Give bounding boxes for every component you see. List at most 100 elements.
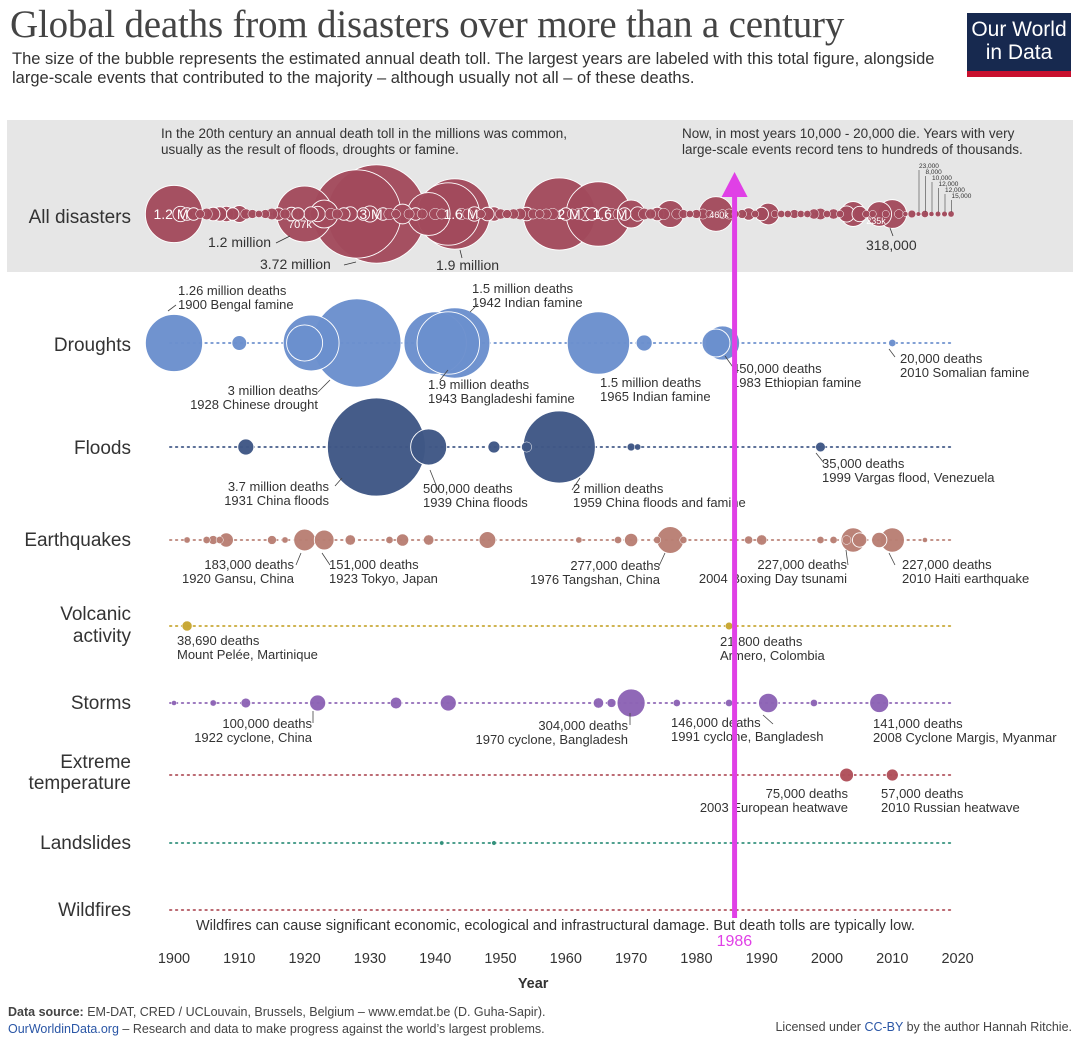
bubble-floods-1954	[521, 441, 532, 453]
bubble-all-disasters-2018	[941, 210, 948, 218]
row-label-landslides: Landslides	[40, 833, 131, 854]
annotation-leader	[845, 549, 849, 566]
bubble-earthquakes-1935	[395, 533, 410, 547]
year-marker: 1986	[717, 172, 753, 950]
bubble-all-disasters-1994	[783, 210, 792, 218]
note-right-line1: Now, in most years 10,000 - 20,000 die. …	[682, 126, 1015, 141]
bubble-earthquakes-1970	[623, 532, 639, 548]
bubble-all-disasters-2016	[928, 211, 935, 217]
bubble-all-disasters-2012	[902, 211, 909, 217]
storm-annotation-value: 304,000 deaths	[538, 718, 628, 733]
bubble-floods-1959	[522, 410, 596, 484]
license-prefix: Licensed under	[775, 1020, 861, 1034]
bubble-label: 1.6 M	[592, 206, 627, 222]
drought-annotation-value: 450,000 deaths	[732, 361, 822, 376]
bubble-all-disasters-2015	[921, 210, 929, 218]
x-tick-label: 1910	[223, 951, 255, 967]
bubble-landslides-1949	[491, 840, 497, 846]
annotation-leader	[321, 552, 331, 566]
bubble-all-disasters-1989	[751, 210, 760, 218]
x-tick-label: 1940	[419, 951, 451, 967]
bubble-label: 1.2 M	[153, 206, 188, 222]
annotation-leader	[888, 552, 896, 566]
bubble-earthquakes-1907	[215, 536, 224, 544]
annotation-leader	[334, 477, 343, 487]
bubble-storms-1991	[758, 692, 779, 714]
bubble-storms-1967	[606, 698, 617, 708]
annotation-leader	[295, 552, 302, 566]
owid-logo[interactable]: Our World in Data	[967, 13, 1071, 77]
drought-annotation-event: 1900 Bengal famine	[178, 297, 294, 312]
flood-annotation-event: 1959 China floods and famine	[573, 495, 746, 510]
bubble-droughts-1910	[231, 335, 248, 351]
marker-label: 1986	[717, 933, 753, 950]
bubble-all-disasters-1951	[502, 209, 512, 219]
bubble-storms-1911	[240, 697, 251, 709]
bubble-label: 1.2 million	[208, 234, 271, 250]
bubble-earthquakes-1902	[183, 536, 191, 544]
row-label-extreme-temperature: Extreme	[60, 752, 131, 773]
x-tick-label: 2000	[811, 951, 843, 967]
bubble-earthquakes-2001	[829, 536, 838, 544]
license-link[interactable]: CC-BY	[864, 1020, 904, 1034]
earthquake-annotation-value: 227,000 deaths	[757, 557, 847, 572]
row-label-earthquakes: Earthquakes	[24, 530, 131, 551]
bubble-storms-1900	[171, 700, 177, 706]
bubble-label: 707k	[288, 219, 312, 231]
bubble-all-disasters-1984	[717, 209, 728, 219]
bubble-label: 318,000	[866, 237, 917, 253]
bubble-label: 1.9 million	[436, 257, 499, 273]
earthquake-annotation-event: 2004 Boxing Day tsunami	[699, 571, 847, 586]
bubble-storms-1934	[390, 697, 402, 709]
bubble-earthquakes-1920	[293, 528, 316, 552]
bubble-all-disasters-2009	[881, 210, 890, 218]
bubble-all-disasters-2019	[947, 210, 955, 218]
source-label: Data source:	[8, 1005, 84, 1019]
recent-value-label: 10,000	[932, 175, 952, 182]
bubble-earthquakes-1915	[267, 535, 277, 545]
bubble-droughts-2010	[888, 339, 897, 347]
x-tick-label: 1950	[484, 951, 516, 967]
drought-annotation-value: 1.9 million deaths	[428, 377, 530, 392]
annotation-leader	[762, 714, 774, 725]
row-label-droughts: Droughts	[54, 335, 131, 356]
row-label-storms: Storms	[71, 693, 131, 714]
drought-annotation-value: 1.5 million deaths	[472, 281, 574, 296]
x-tick-label: 1970	[615, 951, 647, 967]
marker-arrowhead	[721, 172, 748, 197]
bubble-earthquakes-1974	[653, 536, 662, 544]
leader-line	[889, 227, 894, 237]
recent-value-label: 23,000	[919, 163, 939, 170]
bubble-label: 460k	[709, 210, 729, 220]
row-label-all-disasters: All disasters	[29, 207, 131, 228]
recent-value-label: 12,000	[939, 181, 959, 188]
bubble-all-disasters-1919	[291, 207, 305, 221]
bubble-earthquakes-1933	[385, 536, 394, 544]
bubble-group	[144, 164, 955, 846]
temperature-annotation-event: 2010 Russian heatwave	[881, 800, 1020, 815]
site-link[interactable]: OurWorldinData.org	[8, 1022, 119, 1036]
temperature-annotation-event: 2003 European heatwave	[700, 800, 848, 815]
drought-annotation-value: 3 million deaths	[228, 383, 319, 398]
site-text: – Research and data to make progress aga…	[122, 1022, 545, 1036]
drought-annotation-event: 1965 Indian famine	[600, 389, 711, 404]
bubble-all-disasters-1964	[585, 207, 599, 221]
bubble-droughts-1900	[144, 313, 204, 373]
bubble-droughts-1965	[566, 311, 631, 375]
volcanic-annotation-value: 21,800 deaths	[720, 634, 803, 649]
footer-source: Data source: EM-DAT, CRED / UCLouvain, B…	[8, 1004, 545, 1038]
x-tick-label: 1960	[550, 951, 582, 967]
annotation-leader	[317, 379, 331, 393]
leader-line	[459, 249, 463, 259]
bubble-floods-1939	[410, 428, 448, 466]
bubble-all-disasters-1925	[331, 208, 343, 220]
logo-line2: in Data	[985, 41, 1053, 64]
row-label-extreme-temperature: temperature	[29, 773, 131, 794]
recent-value-label: 8,000	[926, 169, 943, 176]
bubble-earthquakes-1939	[423, 534, 435, 546]
wildfire-note: Wildfires can cause significant economic…	[196, 918, 915, 934]
bubble-extreme-temperature-2010	[885, 768, 899, 782]
storm-annotation-event: 1970 cyclone, Bangladesh	[475, 732, 628, 747]
bubble-all-disasters-1973	[645, 208, 657, 220]
bubble-droughts-1972	[635, 334, 653, 352]
